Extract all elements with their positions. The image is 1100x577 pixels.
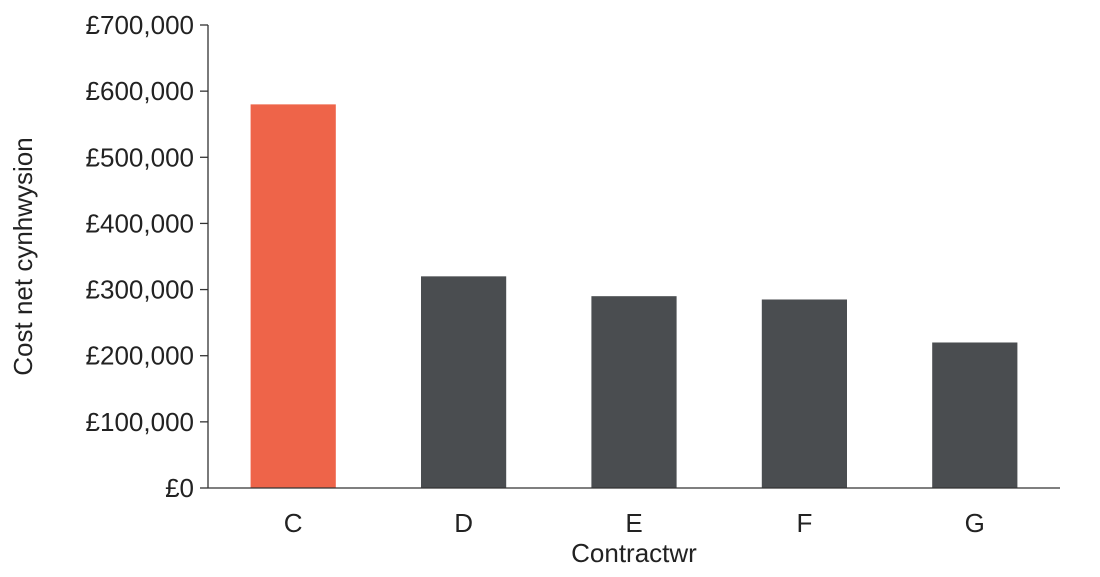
y-tick-label: £700,000 bbox=[86, 10, 194, 40]
x-tick-label: D bbox=[454, 508, 473, 538]
x-tick-label: C bbox=[284, 508, 303, 538]
y-tick-label: £0 bbox=[165, 473, 194, 503]
bar-g bbox=[932, 342, 1018, 488]
y-tick-label: £100,000 bbox=[86, 407, 194, 437]
x-tick-label: E bbox=[625, 508, 642, 538]
x-axis-title: Contractwr bbox=[571, 538, 697, 568]
y-axis-title: Cost net cynhwysion bbox=[8, 137, 38, 375]
y-axis-ticks: £0 £100,000 £200,000 £300,000 £400,000 £500,0… bbox=[86, 10, 208, 503]
bar-f bbox=[761, 299, 847, 488]
bar-c bbox=[250, 104, 336, 488]
y-tick-label: £500,000 bbox=[86, 142, 194, 172]
bars bbox=[250, 104, 1018, 488]
x-tick-label: G bbox=[965, 508, 985, 538]
y-tick-label: £300,000 bbox=[86, 275, 194, 305]
bar-e bbox=[591, 296, 677, 488]
bar-d bbox=[421, 276, 507, 488]
y-tick-label: £200,000 bbox=[86, 341, 194, 371]
y-tick-label: £400,000 bbox=[86, 208, 194, 238]
x-tick-label: F bbox=[796, 508, 812, 538]
y-tick-label: £600,000 bbox=[86, 76, 194, 106]
x-axis-ticks: C D E F G bbox=[284, 508, 985, 538]
